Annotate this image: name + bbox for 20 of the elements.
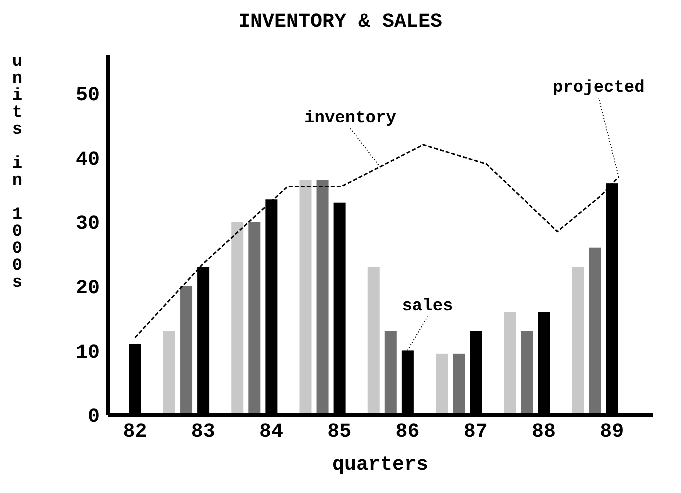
x-axis-title: quarters (331, 454, 430, 477)
x-tick-label: 89 (600, 421, 624, 444)
x-tick-label: 88 (532, 421, 556, 444)
x-tick-label: 87 (464, 421, 488, 444)
x-tick-label: 84 (259, 421, 284, 444)
y-tick-label: 50 (76, 84, 100, 108)
y-tick-label: 30 (76, 213, 100, 236)
x-tick-label: 83 (191, 421, 216, 444)
annotation: inventory (304, 110, 396, 128)
x-tick-label: 82 (123, 421, 148, 444)
annotation: projected (553, 79, 645, 98)
annotation: sales (402, 298, 454, 317)
y-tick-label: 40 (76, 148, 100, 172)
y-tick-label: 20 (76, 278, 100, 301)
chart-title: INVENTORY & SALES (237, 10, 444, 36)
y-tick-label: 0 (88, 406, 100, 430)
x-tick-label: 86 (396, 421, 420, 444)
x-tick-label: 85 (328, 421, 352, 444)
y-tick-label: 10 (76, 342, 100, 365)
y-axis-title: units in 1000s (8, 53, 27, 291)
